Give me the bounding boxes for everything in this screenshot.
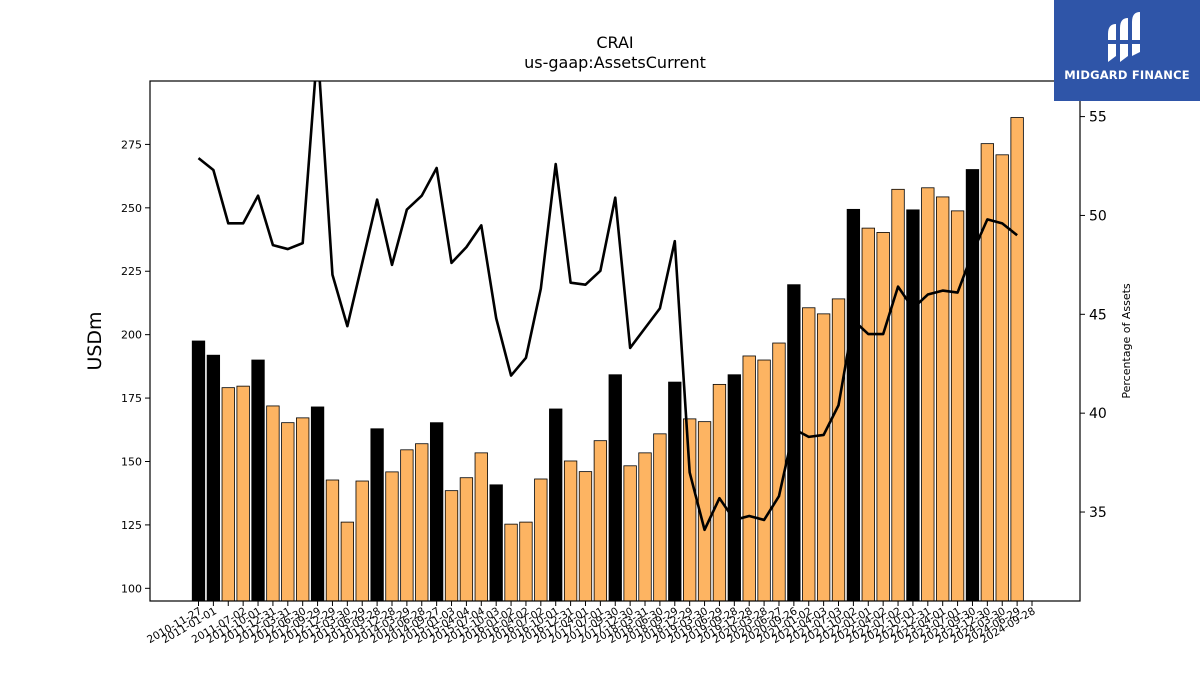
bar	[1010, 117, 1024, 602]
bar	[668, 381, 682, 602]
bar	[638, 452, 652, 602]
bar	[816, 313, 831, 602]
y2-tick-label: 35	[1089, 505, 1107, 521]
bar	[504, 523, 518, 602]
y-tick-label: 200	[121, 329, 142, 342]
bar	[281, 422, 295, 602]
y-tick-label: 175	[121, 392, 142, 405]
y2-tick-label: 40	[1089, 406, 1107, 422]
y2-tick-label: 50	[1089, 208, 1107, 224]
bar	[891, 188, 905, 602]
y-tick-label: 250	[121, 202, 142, 215]
bar	[251, 359, 265, 602]
percentage-line	[197, 81, 1018, 532]
bar	[757, 359, 771, 602]
bar	[965, 169, 980, 602]
chart-subtitle: us-gaap:AssetsCurrent	[524, 53, 706, 72]
bar	[608, 374, 622, 602]
bar	[727, 374, 741, 602]
bar	[221, 387, 235, 602]
bar	[325, 479, 340, 602]
bar	[936, 196, 950, 602]
bar	[266, 405, 280, 602]
bar	[578, 471, 593, 602]
y2-axis-label: Percentage of Assets	[1120, 283, 1133, 399]
axes-layer: 10012515017520022525027535404550552010-1…	[121, 80, 1107, 646]
y-tick-label: 275	[121, 138, 142, 151]
bar	[980, 143, 994, 602]
bar	[355, 480, 369, 602]
bar	[415, 443, 429, 602]
bar	[921, 187, 935, 602]
bars-layer	[191, 117, 1024, 602]
bar	[519, 521, 533, 602]
bar	[653, 433, 667, 602]
bar	[876, 232, 890, 602]
bar	[623, 465, 637, 602]
bar	[191, 340, 206, 602]
bar	[489, 484, 503, 602]
bar	[683, 418, 697, 602]
bar	[236, 385, 250, 602]
bar	[593, 440, 608, 602]
bar	[400, 449, 414, 602]
bar	[206, 354, 221, 602]
bar	[906, 209, 920, 602]
bar	[310, 406, 325, 602]
y-tick-label: 225	[121, 265, 142, 278]
bar	[534, 478, 548, 602]
bar	[296, 417, 310, 602]
bar	[549, 408, 563, 602]
bar	[742, 355, 756, 602]
bar	[474, 452, 488, 602]
bar	[846, 208, 861, 602]
bar	[340, 521, 354, 602]
chart-title: CRAI	[596, 33, 633, 52]
y-tick-label: 100	[121, 582, 142, 595]
brand-logo: MIDGARD FINANCE	[1054, 0, 1200, 101]
bar	[802, 307, 816, 602]
bar	[563, 460, 578, 602]
y-axis-label: USDm	[84, 311, 106, 370]
bar	[861, 227, 875, 602]
logo-mark-icon	[1106, 12, 1146, 62]
line-layer	[197, 81, 1018, 532]
logo-text: MIDGARD FINANCE	[1064, 68, 1190, 82]
y-tick-label: 125	[121, 519, 142, 532]
bar	[831, 298, 846, 602]
bar	[429, 422, 444, 602]
y2-tick-label: 55	[1089, 110, 1107, 126]
bar	[712, 383, 727, 602]
bar	[444, 490, 459, 602]
bar	[950, 210, 965, 602]
bar	[459, 477, 474, 602]
bar	[385, 471, 399, 602]
y-tick-label: 150	[121, 455, 142, 468]
y2-tick-label: 45	[1089, 307, 1107, 323]
bar	[370, 428, 384, 602]
